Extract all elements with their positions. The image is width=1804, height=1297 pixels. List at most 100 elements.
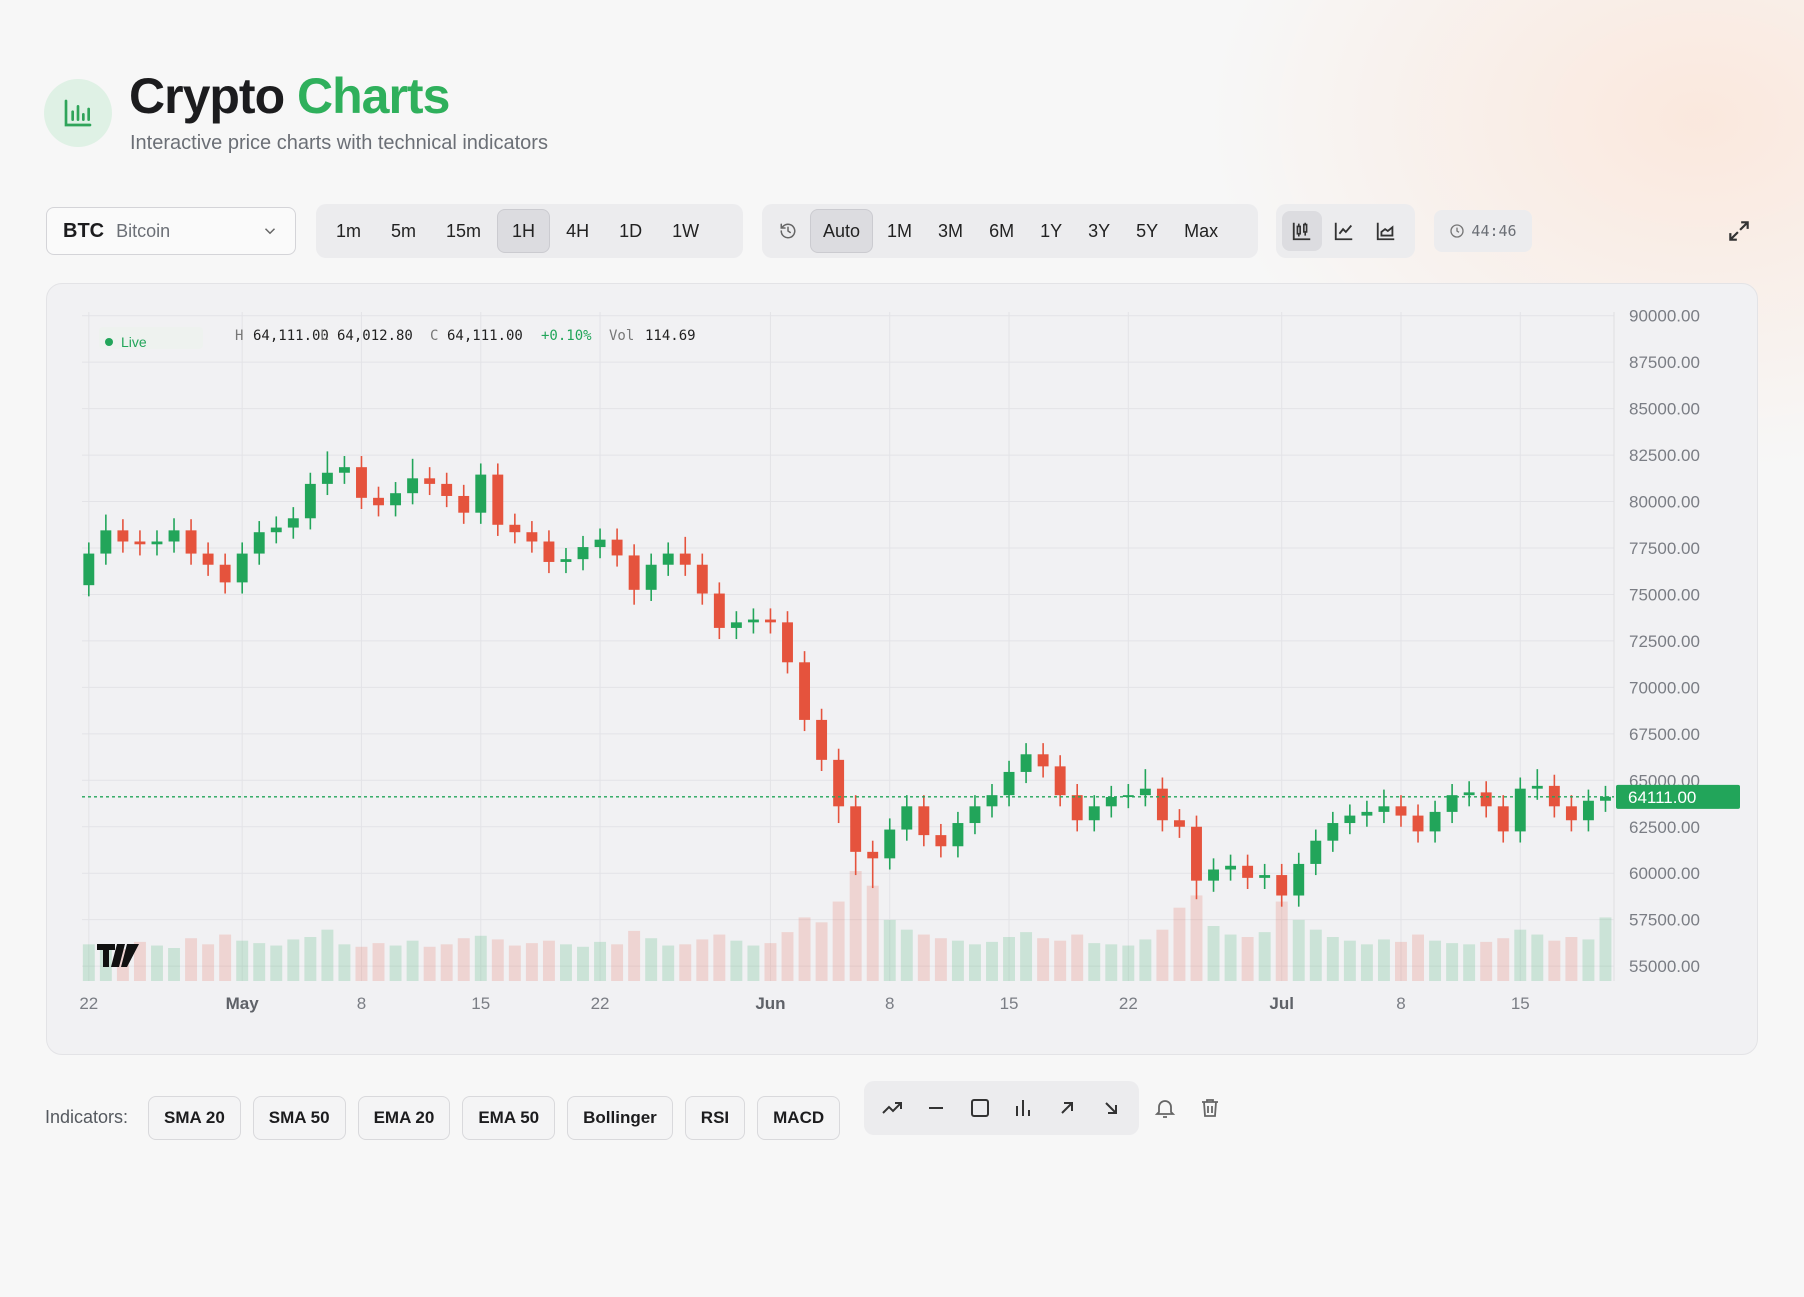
range-button[interactable]: Auto: [810, 209, 874, 253]
candle-body: [577, 547, 589, 560]
legend-high: 64,111.00: [253, 328, 329, 344]
interval-button[interactable]: 1W: [672, 220, 700, 241]
candle-body: [1548, 785, 1560, 807]
indicator-button[interactable]: RSI: [684, 1096, 746, 1140]
interval-button[interactable]: 15m: [446, 220, 482, 241]
volume-bar: [406, 940, 419, 981]
legend-volume: 114.69: [645, 328, 696, 344]
candle-body: [1088, 806, 1100, 821]
volume-bar: [338, 944, 351, 981]
volume-bar: [1139, 939, 1152, 981]
candle-body: [287, 518, 299, 528]
fib-tool[interactable]: [1011, 1096, 1035, 1120]
range-button[interactable]: 3M: [938, 220, 964, 241]
indicator-button[interactable]: EMA 50: [462, 1096, 556, 1140]
interval-button[interactable]: 4H: [566, 220, 590, 241]
volume-bar: [645, 938, 658, 981]
legend-close: 64,111.00: [447, 328, 523, 344]
range-button[interactable]: 1M: [887, 220, 913, 241]
volume-bar: [1582, 939, 1595, 981]
hline-tool[interactable]: [924, 1096, 948, 1120]
symbol-select[interactable]: BTC Bitcoin: [46, 207, 296, 255]
arrow-down-tool[interactable]: [1099, 1096, 1123, 1120]
x-tick-label: 8: [885, 994, 894, 1013]
volume-bar: [236, 940, 249, 981]
range-button[interactable]: 5Y: [1136, 220, 1159, 241]
area-button[interactable]: [1366, 211, 1406, 251]
trend-tool[interactable]: [880, 1096, 904, 1120]
candle-body: [1020, 754, 1032, 772]
candle-body: [475, 474, 487, 513]
volume-bar: [82, 944, 95, 981]
live-badge: [99, 327, 203, 349]
indicator-button[interactable]: Bollinger: [567, 1096, 673, 1140]
candle-body: [1105, 797, 1117, 807]
candle-body: [935, 835, 947, 847]
candle-body: [833, 759, 845, 807]
x-tick-label: 15: [1000, 994, 1019, 1013]
indicator-button[interactable]: MACD: [757, 1096, 841, 1140]
candle-body: [356, 467, 367, 498]
indicator-button[interactable]: SMA 50: [252, 1096, 346, 1140]
rect-tool[interactable]: [968, 1096, 992, 1120]
candle-body: [782, 622, 793, 663]
range-button[interactable]: 3Y: [1088, 220, 1111, 241]
arrow-up-tool[interactable]: [1055, 1096, 1079, 1120]
range-button[interactable]: Max: [1184, 220, 1219, 241]
interval-button[interactable]: 1H: [497, 209, 551, 253]
candles-icon: [1292, 222, 1311, 241]
volume-bar: [355, 946, 368, 981]
range-button[interactable]: 1Y: [1040, 220, 1063, 241]
volume-bar: [202, 944, 215, 981]
volume-bar: [900, 929, 913, 981]
line-button[interactable]: [1324, 211, 1364, 251]
legend-close-label: C: [430, 328, 438, 344]
y-tick-label: 90000.00: [1629, 307, 1700, 326]
interval-button[interactable]: 5m: [391, 220, 417, 241]
y-tick-label: 87500.00: [1629, 353, 1700, 372]
volume-bar: [1207, 926, 1220, 981]
delete-button[interactable]: [1198, 1096, 1222, 1120]
candle-body: [1122, 795, 1134, 798]
volume-bar: [713, 934, 726, 981]
candle-body: [1327, 823, 1339, 841]
alert-button[interactable]: [1153, 1096, 1177, 1120]
history-button[interactable]: [768, 211, 808, 251]
candle-body: [1463, 792, 1475, 796]
candle-body: [117, 530, 129, 542]
candle-body: [1497, 806, 1509, 832]
volume-bar: [1190, 895, 1203, 981]
volume-bar: [1071, 934, 1084, 981]
last-price-badge: [1616, 784, 1740, 809]
drawing-tools: [864, 1081, 1139, 1135]
volume-bar: [287, 939, 300, 981]
area-icon: [1376, 222, 1395, 241]
volume-bar: [866, 885, 879, 981]
candle-body: [1600, 796, 1611, 801]
interval-group: 1m 5m 15m 1H 4H 1D 1W: [316, 204, 743, 258]
fullscreen-button[interactable]: [1726, 218, 1752, 249]
volume-bar: [1463, 944, 1476, 981]
expand-icon: [1729, 221, 1749, 241]
candle-body: [526, 532, 538, 542]
timer-text: 44:46: [1471, 222, 1517, 240]
watermark-logo: [97, 944, 139, 967]
candle-body: [134, 541, 146, 545]
volume-bar: [168, 948, 180, 981]
logo-icon: [64, 99, 92, 127]
candle-body: [1293, 863, 1305, 896]
candle-body: [679, 553, 691, 565]
indicator-button[interactable]: EMA 20: [357, 1096, 451, 1140]
volume-bar: [1020, 932, 1033, 981]
candle-body: [1395, 806, 1407, 816]
indicator-button[interactable]: SMA 20: [148, 1096, 241, 1140]
volume-bar: [815, 922, 828, 981]
candles-button[interactable]: [1282, 211, 1322, 251]
volume-bar: [423, 946, 436, 981]
interval-button[interactable]: 1m: [336, 220, 362, 241]
range-button[interactable]: 6M: [989, 220, 1015, 241]
volume-bar: [1003, 937, 1016, 981]
volume-bar: [1531, 934, 1544, 981]
interval-button[interactable]: 1D: [619, 220, 643, 241]
